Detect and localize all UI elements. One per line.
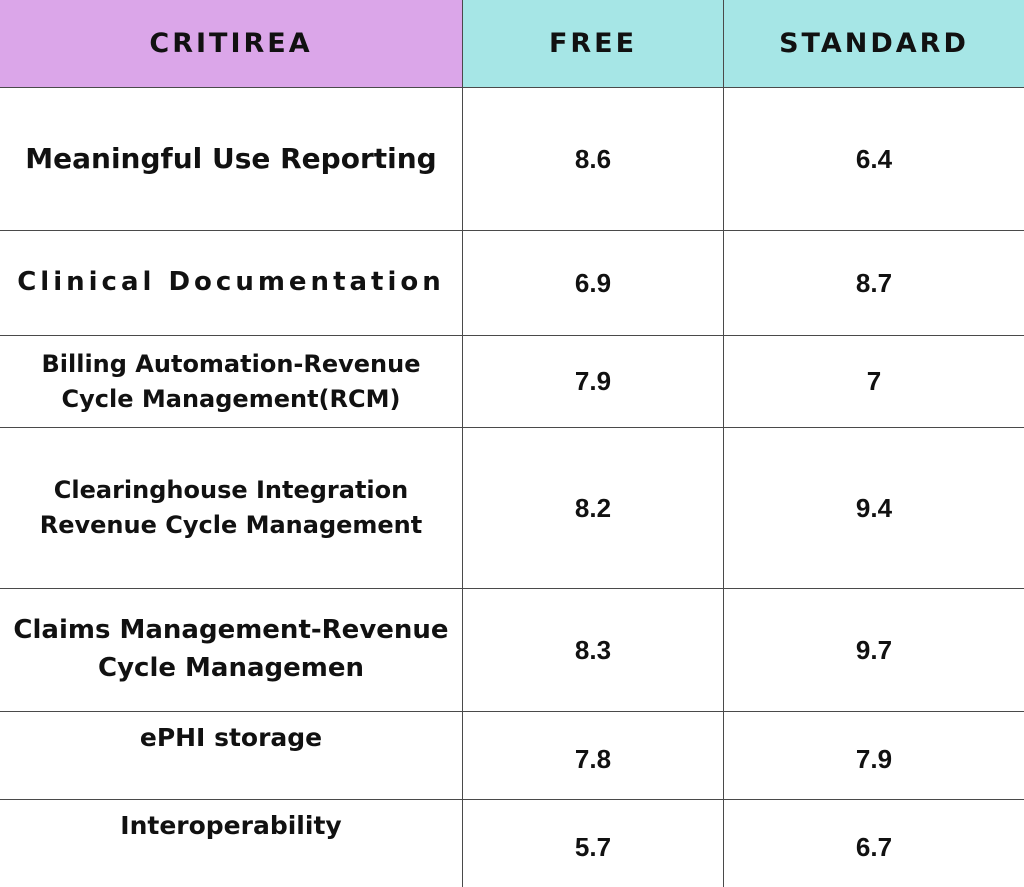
table-row-criteria: Claims Management-Revenue Cycle Manageme… — [0, 589, 463, 712]
criteria-label: Interoperability — [120, 811, 342, 840]
standard-score: 6.7 — [855, 832, 893, 862]
table-row-criteria: Interoperability — [0, 800, 463, 887]
free-score: 6.9 — [463, 231, 724, 336]
criteria-label: Claims Management-Revenue Cycle Manageme… — [13, 615, 449, 683]
free-score: 8.3 — [463, 589, 724, 712]
header-criteria: CRITIREA — [0, 0, 463, 88]
standard-score: 9.7 — [724, 589, 1024, 712]
table-row-criteria: Clinical Documentation — [0, 231, 463, 336]
criteria-label: Clearinghouse Integration Revenue Cycle … — [39, 476, 423, 539]
table-row-criteria: ePHI storage — [0, 712, 463, 800]
header-standard: STANDARD — [724, 0, 1024, 88]
free-score: 5.7 — [463, 800, 724, 887]
standard-score: 7 — [724, 336, 1024, 428]
criteria-label: ePHI storage — [139, 723, 323, 752]
free-score: 8.6 — [463, 88, 724, 231]
standard-score: 8.7 — [724, 231, 1024, 336]
criteria-label: Billing Automation-Revenue Cycle Managem… — [41, 349, 421, 413]
table-row-criteria: Clearinghouse Integration Revenue Cycle … — [0, 428, 463, 589]
standard-score: 7.9 — [724, 712, 1024, 800]
free-score: 7.9 — [463, 336, 724, 428]
criteria-label: Clinical Documentation — [17, 267, 445, 298]
free-score: 8.2 — [463, 428, 724, 589]
table-row-criteria: Meaningful Use Reporting — [0, 88, 463, 231]
standard-score: 9.4 — [724, 428, 1024, 589]
header-free: FREE — [463, 0, 724, 88]
free-score: 7.8 — [463, 712, 724, 800]
criteria-label: Meaningful Use Reporting — [25, 141, 437, 175]
standard-score: 6.4 — [724, 88, 1024, 231]
table-row-criteria: Billing Automation-Revenue Cycle Managem… — [0, 336, 463, 428]
